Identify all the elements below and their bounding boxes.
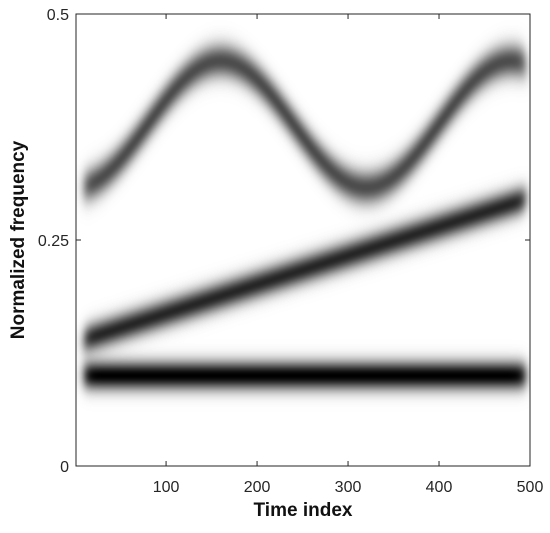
y-tick-label: 0.25 xyxy=(38,233,69,250)
x-tick-label: 100 xyxy=(153,479,180,496)
x-axis-label: Time index xyxy=(254,500,353,521)
x-tick-label: 200 xyxy=(244,479,271,496)
y-tick-label: 0.5 xyxy=(47,7,69,24)
x-tick-label: 500 xyxy=(517,479,544,496)
x-tick-label: 300 xyxy=(335,479,362,496)
axis-tick-labels: 100 200 300 400 500 0 0.25 0.5 xyxy=(38,7,544,496)
y-axis-label: Normalized frequency xyxy=(8,140,29,339)
x-tick-label: 400 xyxy=(426,479,453,496)
y-tick-label: 0 xyxy=(60,459,69,476)
heatmap-image xyxy=(76,14,530,466)
plot-area xyxy=(76,14,530,466)
axis-ticks xyxy=(76,13,531,467)
